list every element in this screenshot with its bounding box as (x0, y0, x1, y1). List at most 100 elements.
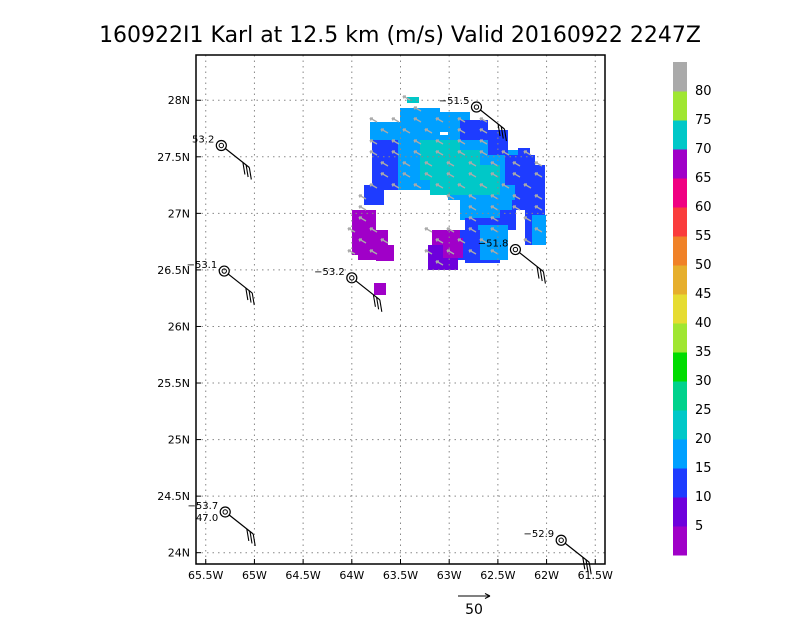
wind-vector (501, 183, 510, 189)
latitude-tick-label: 25.5N (157, 377, 190, 390)
wind-vector (358, 216, 367, 222)
station-inner-circle (349, 275, 355, 281)
wind-vector (380, 172, 389, 178)
colorbar-label: 60 (695, 200, 712, 215)
wind-vector (490, 172, 499, 178)
reference-vector-label: 50 (465, 602, 483, 618)
wind-vector (490, 227, 499, 233)
station-plot: −53.2 (314, 267, 383, 312)
wind-speed-cell (374, 283, 386, 295)
wind-vector (446, 172, 455, 178)
wind-vector (435, 139, 444, 145)
wind-speed-cell (478, 225, 508, 260)
wind-vector (490, 205, 499, 211)
longitude-tick-label: 65W (242, 569, 267, 582)
wind-vector (402, 95, 411, 101)
colorbar-label: 50 (695, 258, 712, 273)
wind-barb-feather (585, 559, 589, 572)
colorbar-label: 30 (695, 374, 712, 389)
wind-vector (479, 238, 488, 244)
station-plot: −52.9 (524, 529, 592, 575)
station-inner-circle (221, 268, 227, 274)
wind-speed-field (352, 97, 546, 295)
wind-vector (380, 161, 389, 167)
station-label: −53.1 (187, 260, 218, 271)
wind-vector (413, 183, 422, 189)
station-label: −51.5 (439, 96, 470, 107)
wind-speed-cell (407, 97, 419, 103)
wind-barb-staff (480, 109, 505, 130)
wind-vector (512, 205, 521, 211)
wind-vector (534, 227, 543, 233)
wind-vector (380, 128, 389, 134)
wind-vector (446, 161, 455, 167)
wind-barb-feather (372, 294, 376, 307)
colorbar-label: 15 (695, 461, 712, 476)
wind-barb-feather (245, 164, 249, 178)
station-plot: −51.5 (439, 96, 507, 142)
wind-barb-feather (588, 562, 592, 575)
station-circle (218, 265, 230, 277)
wind-barb-feather (245, 287, 249, 301)
wind-speed-cell (443, 238, 463, 258)
latitude-tick-label: 24N (168, 547, 190, 560)
wind-speed-cell (430, 165, 500, 195)
wind-vector (413, 150, 422, 156)
wind-vector (479, 139, 488, 145)
wind-vector (424, 172, 433, 178)
reference-vector: 50 (458, 593, 491, 618)
wind-barb-feather (497, 123, 501, 137)
station-circle (346, 272, 358, 284)
colorbar-swatch (673, 236, 687, 266)
wind-barb-feather (500, 126, 504, 139)
lat-lon-grid (196, 55, 605, 564)
colorbar-label: 45 (695, 287, 712, 302)
station-label-secondary: 47.0 (196, 513, 218, 524)
wind-vector (446, 227, 455, 233)
wind-vector (424, 161, 433, 167)
colorbar-swatch (673, 265, 687, 295)
wind-vector (435, 150, 444, 156)
colorbar: 5 10 15 20 25 30 35 40 45 50 55 60 65 70 75 80 (673, 62, 712, 556)
wind-vector (457, 150, 466, 156)
wind-vector (369, 139, 378, 145)
wind-vector (446, 249, 455, 255)
station-label: −53.7 (188, 501, 219, 512)
wind-vector (512, 172, 521, 178)
latitude-tick-label: 26N (168, 320, 190, 333)
wind-vector (468, 249, 477, 255)
wind-vector-field (347, 95, 543, 266)
map-panel: 65.5W 65W 64.5W 64W 63.5W 63W 62.5W 62W 61.5W 28… (157, 54, 613, 582)
wind-vector (534, 205, 543, 211)
wind-vector (402, 172, 411, 178)
wind-vector (523, 216, 532, 222)
station-label: −51.8 (478, 239, 509, 250)
wind-barb-feather (252, 533, 256, 547)
wind-barb-staff (228, 514, 254, 535)
wind-vector (479, 150, 488, 156)
longitude-tick-label: 64.5W (285, 569, 320, 582)
wind-speed-cell (400, 108, 440, 138)
wind-barb-feather (503, 128, 507, 142)
wind-vector (512, 161, 521, 167)
colorbar-swatch (673, 352, 687, 382)
wind-barb-feather (249, 531, 253, 544)
wind-vector (457, 183, 466, 189)
wind-barb-feather (582, 557, 586, 570)
colorbar-swatch (673, 178, 687, 208)
wind-vector (424, 227, 433, 233)
wind-barb-staff (355, 280, 381, 301)
wind-vector (523, 183, 532, 189)
wind-vector (468, 227, 477, 233)
station-inner-circle (558, 537, 564, 543)
colorbar-label: 40 (695, 316, 712, 331)
colorbar-label: 75 (695, 113, 712, 128)
station-plot: 53.2 (192, 134, 252, 180)
latitude-tick-label: 27.5N (157, 151, 190, 164)
wind-vector (501, 150, 510, 156)
colorbar-swatch (673, 91, 687, 121)
colorbar-label: 35 (695, 345, 712, 360)
colorbar-label: 20 (695, 432, 712, 447)
wind-vector (479, 128, 488, 134)
station-circle (470, 101, 483, 113)
